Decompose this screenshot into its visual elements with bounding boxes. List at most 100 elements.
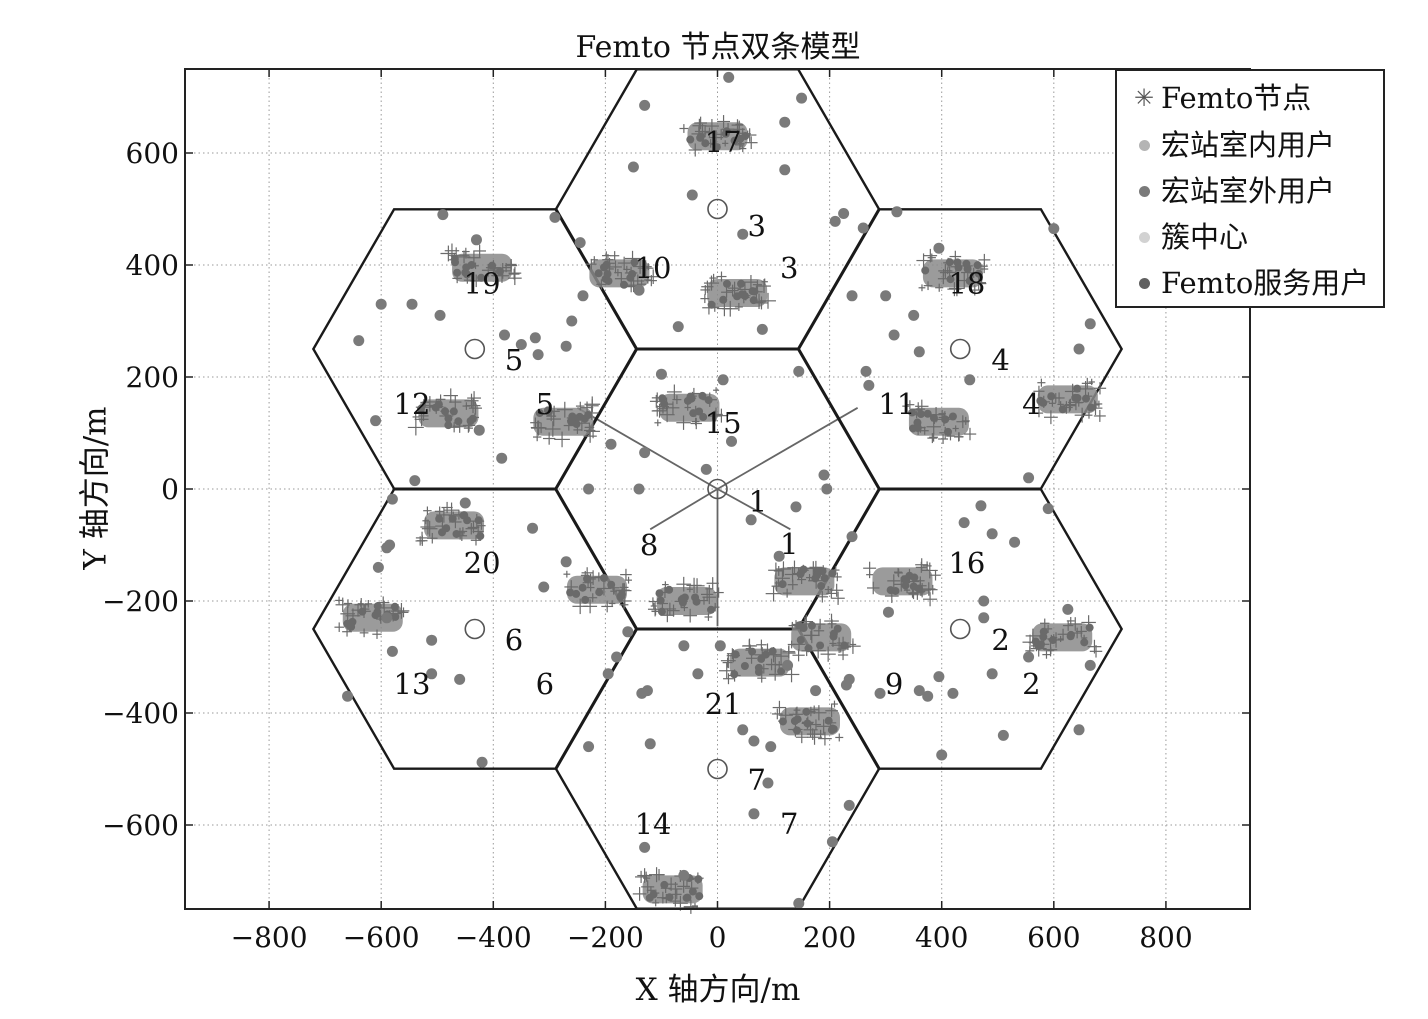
macro-outdoor-user — [1084, 659, 1096, 671]
femto-served-user — [454, 417, 463, 426]
cell-annotation: 3 — [748, 209, 766, 243]
cell-annotation: 16 — [948, 546, 985, 580]
femto-served-user — [948, 412, 957, 421]
macro-outdoor-user — [810, 685, 822, 697]
cell-annotation: 4 — [1022, 387, 1040, 421]
macro-outdoor-user — [947, 687, 959, 699]
femto-served-user — [682, 893, 691, 902]
femto-served-user — [474, 516, 483, 525]
femto-served-user — [721, 129, 730, 138]
macro-outdoor-user — [434, 309, 446, 321]
femto-served-user — [699, 413, 708, 422]
femto-cluster — [781, 613, 861, 662]
macro-outdoor-user — [454, 673, 466, 685]
femto-served-user — [594, 269, 603, 278]
femto-served-user — [695, 407, 704, 416]
x-tick-label: 600 — [1027, 921, 1080, 954]
macro-outdoor-user — [874, 687, 886, 699]
macro-outdoor-user — [723, 71, 735, 83]
femto-served-user — [929, 413, 938, 422]
macro-outdoor-user — [882, 606, 894, 618]
femto-served-user — [793, 726, 802, 735]
femto-cluster — [649, 384, 729, 430]
femto-served-user — [701, 139, 710, 148]
sector-line — [717, 407, 859, 490]
cell-center-marker — [464, 618, 486, 640]
femto-cluster — [765, 560, 845, 605]
femto-served-user — [444, 421, 453, 430]
femto-served-user — [962, 259, 971, 268]
femto-served-user — [945, 258, 954, 267]
cell-annotation: 2 — [1022, 667, 1040, 701]
femto-served-user — [488, 261, 497, 270]
macro-outdoor-user — [577, 290, 589, 302]
macro-outdoor-user — [843, 799, 855, 811]
femto-served-user — [707, 605, 716, 614]
femto-served-user — [738, 290, 747, 299]
macro-outdoor-user — [406, 298, 418, 310]
femto-served-user — [748, 647, 757, 656]
femto-served-user — [902, 575, 911, 584]
macro-outdoor-user — [846, 290, 858, 302]
macro-outdoor-user — [891, 206, 903, 218]
macro-outdoor-user — [372, 561, 384, 573]
femto-cluster — [863, 558, 941, 607]
macro-outdoor-user — [863, 379, 875, 391]
femto-cluster — [530, 396, 601, 448]
femto-served-user — [442, 524, 451, 533]
femto-served-user — [1082, 394, 1091, 403]
macro-outdoor-user — [964, 374, 976, 386]
femto-served-user — [566, 588, 575, 597]
femto-served-user — [476, 532, 485, 541]
macro-outdoor-user — [560, 556, 572, 568]
femto-served-user — [441, 407, 450, 416]
macro-outdoor-user — [860, 365, 872, 377]
macro-outdoor-user — [978, 595, 990, 607]
macro-outdoor-user — [692, 668, 704, 680]
femto-served-user — [748, 287, 757, 296]
cell-centers — [464, 198, 971, 780]
femto-served-user — [828, 569, 837, 578]
macro-outdoor-user — [748, 808, 760, 820]
macro-outdoor-user — [765, 741, 777, 753]
legend-label: Femto服务用户 — [1161, 266, 1370, 300]
cell-center-marker — [707, 758, 728, 780]
cell-annotation: 17 — [705, 125, 742, 159]
femto-served-user — [467, 260, 476, 269]
cell-annotation: 11 — [878, 387, 915, 421]
femto-served-user — [572, 589, 581, 598]
cell-annotation: 18 — [948, 266, 985, 300]
femto-served-user — [1086, 403, 1095, 412]
femto-served-user — [807, 621, 816, 630]
macro-outdoor-user — [880, 290, 892, 302]
macro-outdoor-user — [975, 500, 987, 512]
femto-served-user — [707, 300, 716, 309]
femto-served-user — [719, 295, 728, 304]
macro-outdoor-user — [426, 668, 438, 680]
chart-title: Femto 节点双条模型 — [575, 30, 861, 65]
femto-cluster — [563, 567, 632, 615]
femto-served-user — [778, 717, 787, 726]
femto-served-user — [731, 650, 740, 659]
macro-outdoor-user — [773, 550, 785, 562]
macro-outdoor-user — [726, 435, 738, 447]
macro-outdoor-user — [639, 841, 651, 853]
axes: −800 −600 −400 −200 0 200 400 600 800−600−400−20… — [102, 68, 1251, 954]
macro-outdoor-user — [633, 284, 645, 296]
macro-outdoor-user — [644, 738, 656, 750]
femto-served-user — [722, 279, 731, 288]
macro-outdoor-user — [818, 469, 830, 481]
femto-served-user — [358, 607, 367, 616]
macro-outdoor-user — [473, 424, 485, 436]
cell-center-marker — [464, 338, 486, 360]
macro-outdoor-user — [574, 237, 586, 249]
y-tick-label: 200 — [126, 361, 179, 394]
macro-outdoor-user — [672, 321, 684, 333]
macro-outdoor-user — [527, 522, 539, 534]
macro-outdoor-user — [375, 298, 387, 310]
cell-center-marker — [949, 338, 971, 360]
femto-cluster — [1022, 615, 1103, 659]
femto-served-user — [820, 574, 829, 583]
femto-served-user — [692, 597, 701, 606]
macro-outdoor-user — [386, 493, 398, 505]
